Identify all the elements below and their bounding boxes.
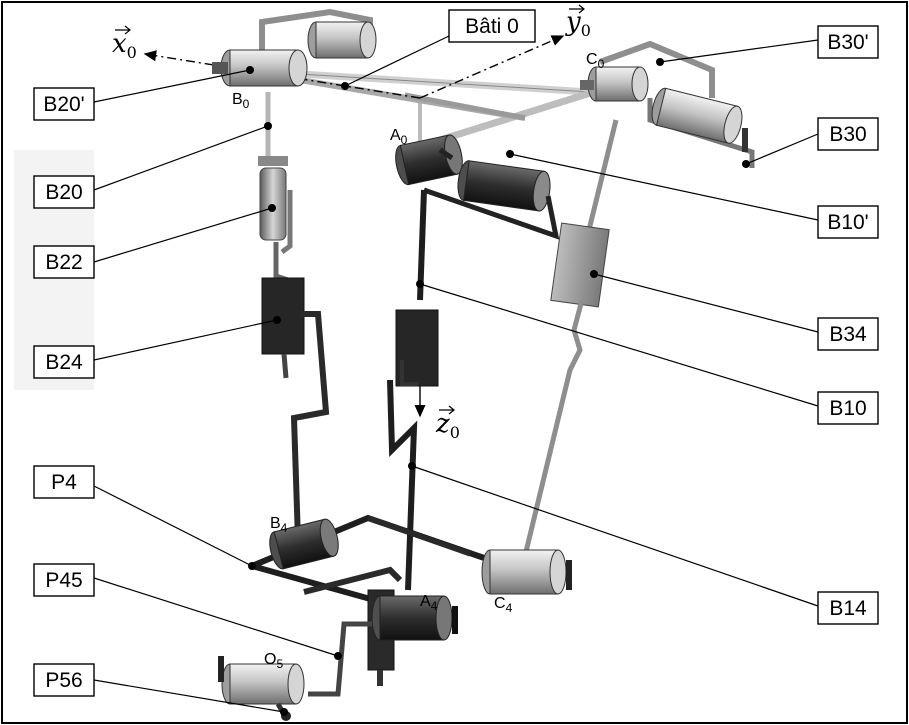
label-b14: B14: [817, 591, 879, 625]
point-a4: A4: [420, 593, 438, 613]
label-b10-text: B10: [829, 397, 866, 420]
point-b4: B4: [270, 515, 288, 535]
label-b34-text: B34: [829, 323, 867, 346]
label-b24: B24: [33, 345, 95, 379]
label-p45: P45: [33, 563, 95, 597]
label-b24-text: B24: [45, 351, 83, 374]
label-b30-text: B30: [829, 123, 866, 146]
bracket-b10-prime: [423, 147, 560, 240]
axes: [143, 35, 565, 418]
point-a0: A0: [390, 127, 408, 147]
svg-text:z0: z0: [435, 409, 460, 442]
label-b30: B30: [817, 117, 879, 151]
label-b34: B34: [817, 317, 879, 351]
label-p56: P56: [33, 663, 95, 697]
point-b0: B0: [232, 91, 250, 111]
cylinder-b4: [269, 518, 339, 570]
label-p4-text: P4: [51, 471, 77, 494]
point-c4: C4: [494, 595, 513, 615]
point-o5: O5: [264, 651, 283, 671]
leader-lines: [93, 35, 819, 716]
label-b30-prime-text: B30': [827, 31, 868, 54]
svg-text:x0: x0: [112, 29, 137, 62]
label-b14-text: B14: [829, 597, 867, 620]
label-p4: P4: [33, 465, 95, 499]
label-p45-text: P45: [45, 569, 82, 592]
label-b10-prime-text: B10': [827, 211, 868, 234]
label-b20-text: B20: [45, 181, 82, 204]
leg-c: [521, 119, 619, 561]
label-b10: B10: [817, 391, 879, 425]
cylinder-c0: [580, 66, 649, 102]
label-b22-text: B22: [45, 251, 82, 274]
cylinder-a0: [395, 134, 463, 186]
point-c0: C0: [586, 51, 605, 71]
label-b22: B22: [33, 245, 95, 279]
axis-label-z: z0: [435, 405, 460, 442]
cylinder-c4: [481, 549, 572, 595]
label-b20-prime-text: B20': [43, 93, 84, 116]
link-p45: [308, 621, 372, 697]
cylinder-b10-prime: [457, 160, 551, 212]
label-bati0-text: Bâti 0: [465, 15, 519, 38]
cylinder-o5: [218, 656, 305, 721]
cylinder-b20-top: [307, 21, 377, 59]
label-b20: B20: [33, 175, 95, 209]
cylinder-a4: [367, 589, 458, 686]
axis-label-y: y0: [565, 4, 591, 40]
leg-b: [258, 92, 330, 541]
label-bati0: Bâti 0: [448, 9, 536, 43]
cylinder-b20-prime: [212, 49, 308, 87]
axis-label-x: x0: [112, 25, 137, 62]
label-b30-prime: B30': [817, 25, 879, 59]
cylinder-b30: [651, 87, 748, 152]
label-b20-prime: B20': [33, 87, 95, 121]
svg-text:y0: y0: [565, 7, 591, 40]
leg-a: [387, 189, 439, 591]
label-p56-text: P56: [45, 669, 82, 692]
label-b10-prime: B10': [817, 205, 879, 239]
